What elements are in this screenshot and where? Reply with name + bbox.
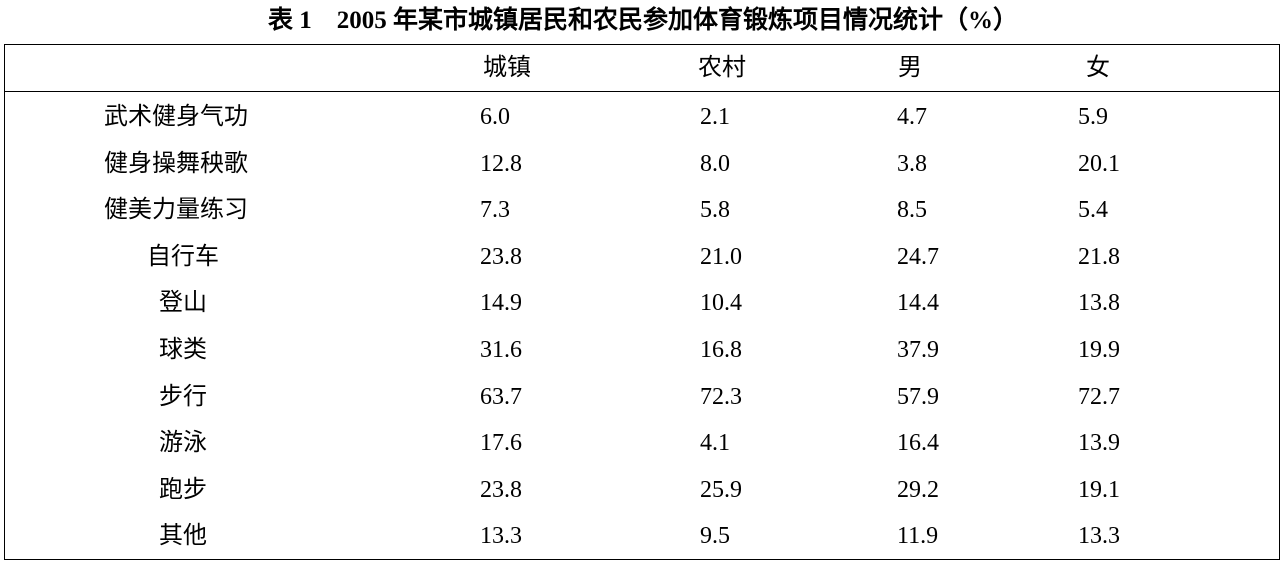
cell: 24.7	[897, 243, 939, 270]
cell: 11.9	[897, 523, 939, 550]
cell: 31.6	[480, 337, 522, 363]
cell: 12.8	[480, 150, 522, 177]
cell: 19.1	[1078, 476, 1120, 503]
row-label: 跑步	[159, 476, 207, 503]
cell: 5.8	[700, 197, 730, 224]
table-border	[4, 44, 1280, 560]
cell: 5.4	[1078, 197, 1108, 224]
cell: 23.8	[480, 243, 522, 270]
cell: 6.0	[480, 104, 510, 130]
cell: 20.1	[1078, 150, 1120, 177]
row-label: 健美力量练习	[104, 197, 248, 224]
cell: 2.1	[700, 104, 730, 130]
table-title: 表 1 2005 年某市城镇居民和农民参加体育锻炼项目情况统计（%）	[267, 7, 1018, 34]
cell: 5.9	[1078, 104, 1108, 130]
cell: 72.7	[1078, 383, 1120, 410]
cell: 23.8	[480, 476, 522, 503]
row-label: 健身操舞秧歌	[104, 150, 248, 177]
cell: 14.4	[897, 290, 939, 317]
column-header: 农村	[698, 55, 746, 81]
cell: 13.8	[1078, 290, 1120, 317]
cell: 57.9	[897, 383, 939, 410]
row-label: 自行车	[147, 243, 219, 270]
row-label: 球类	[159, 337, 207, 363]
cell: 72.3	[700, 383, 742, 410]
cell: 8.5	[897, 197, 927, 224]
column-header: 城镇	[483, 55, 531, 81]
cell: 4.1	[700, 430, 730, 457]
cell: 14.9	[480, 290, 522, 317]
cell: 29.2	[897, 476, 939, 503]
cell: 13.9	[1078, 430, 1120, 457]
cell: 19.9	[1078, 337, 1120, 363]
row-label: 游泳	[159, 430, 207, 457]
cell: 8.0	[700, 150, 730, 177]
row-label: 武术健身气功	[104, 104, 248, 130]
cell: 4.7	[897, 104, 927, 130]
cell: 63.7	[480, 383, 522, 410]
header-rule	[4, 91, 1280, 92]
column-header: 女	[1086, 55, 1110, 81]
row-label: 步行	[159, 383, 207, 410]
cell: 25.9	[700, 476, 742, 503]
cell: 13.3	[1078, 523, 1120, 550]
row-label: 其他	[159, 523, 207, 550]
column-header: 男	[898, 55, 922, 81]
row-label: 登山	[159, 290, 207, 317]
cell: 3.8	[897, 150, 927, 177]
cell: 7.3	[480, 197, 510, 224]
cell: 10.4	[700, 290, 742, 317]
cell: 9.5	[700, 523, 730, 550]
cell: 37.9	[897, 337, 939, 363]
cell: 13.3	[480, 523, 522, 550]
cell: 16.8	[700, 337, 742, 363]
cell: 21.8	[1078, 243, 1120, 270]
cell: 17.6	[480, 430, 522, 457]
cell: 21.0	[700, 243, 742, 270]
cell: 16.4	[897, 430, 939, 457]
